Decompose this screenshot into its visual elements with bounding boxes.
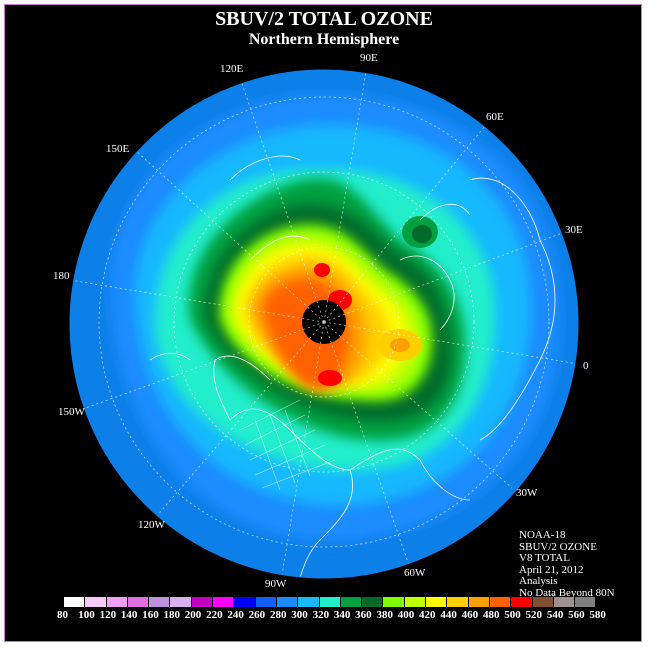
colorbar-swatch <box>532 597 554 607</box>
ozone-blob-east-inner <box>390 338 410 352</box>
lon-label-150w: 150W <box>58 406 86 418</box>
colorbar-tick-label: 500 <box>504 609 521 621</box>
colorbar-tick-label: 140 <box>120 609 138 621</box>
lon-label-0: 0 <box>583 360 589 372</box>
colorbar-tick-label: 520 <box>525 609 543 621</box>
lon-label-150e: 150E <box>106 143 130 155</box>
colorbar-swatch <box>319 597 341 607</box>
colorbar-tick-label: 200 <box>184 609 202 621</box>
colorbar-tick-label: 260 <box>248 609 266 621</box>
colorbar-tick-label: 120 <box>99 609 117 621</box>
info-date: April 21, 2012 <box>519 563 584 576</box>
colorbar-tick-label: 360 <box>355 609 372 621</box>
lon-label-180: 180 <box>53 270 70 282</box>
colorbar-swatch <box>404 597 427 607</box>
colorbar-swatch <box>383 597 405 607</box>
colorbar-tick-label: 220 <box>206 609 223 621</box>
info-type: Analysis <box>519 575 558 587</box>
colorbar-tick-label: 400 <box>397 609 415 621</box>
ozone-blob-60e-inner <box>412 225 432 243</box>
colorbar-swatch <box>489 597 512 607</box>
colorbar-tick-label: 180 <box>163 609 180 621</box>
lon-label-90w: 90W <box>265 578 287 590</box>
graticule <box>70 71 578 576</box>
lon-label-120e: 120E <box>220 63 244 75</box>
info-block: NOAA-18 SBUV/2 OZONE V8 TOTAL April 21, … <box>519 529 615 599</box>
colorbar-tick-label: 580 <box>589 609 606 621</box>
info-version: V8 TOTAL <box>519 552 570 564</box>
colorbar-ticks: 80 100 120 140 160 180 200 220 240 260 280 300 320 34… <box>57 609 611 621</box>
colorbar-tick-label: 300 <box>291 609 308 621</box>
colorbar-swatch <box>468 597 490 607</box>
colorbar-tick-label: 340 <box>333 609 351 621</box>
colorbar-swatch <box>191 597 214 607</box>
colorbar-tick-label: 160 <box>142 609 159 621</box>
lon-label-60e: 60E <box>486 111 504 123</box>
info-product: SBUV/2 OZONE <box>519 540 597 553</box>
lon-label-30e: 30E <box>565 224 583 236</box>
colorbar-tick-label: 560 <box>568 609 585 621</box>
colorbar-swatch <box>170 597 192 607</box>
colorbar-tick-label: 540 <box>546 609 564 621</box>
colorbar-swatch <box>255 597 277 607</box>
colorbar-swatch <box>575 597 597 607</box>
colorbar-swatch <box>362 597 384 607</box>
colorbar-swatch <box>426 597 448 607</box>
colorbar-swatch <box>340 597 363 607</box>
colorbar-swatch <box>127 597 150 607</box>
colorbar-swatch <box>149 597 171 607</box>
colorbar-swatch <box>553 597 576 607</box>
colorbar-swatch <box>511 597 533 607</box>
colorbar <box>64 597 597 607</box>
colorbar-tick-label: 460 <box>461 609 479 621</box>
colorbar-swatch <box>213 597 235 607</box>
coastlines <box>149 155 556 578</box>
colorbar-tick-label: 480 <box>482 609 500 621</box>
colorbar-swatch <box>106 597 128 607</box>
colorbar-swatch <box>276 597 299 607</box>
colorbar-swatch <box>298 597 320 607</box>
map-subtitle: Northern Hemisphere <box>248 31 400 48</box>
colorbar-swatch <box>85 597 107 607</box>
ozone-max-500-b <box>318 370 342 386</box>
lon-label-60w: 60W <box>404 567 426 579</box>
colorbar-tick-label: 80 <box>57 609 68 621</box>
lon-label-90e: 90E <box>360 52 378 64</box>
ozone-max-500-c <box>314 263 330 277</box>
info-satellite: NOAA-18 <box>519 529 566 541</box>
colorbar-tick-label: 420 <box>419 609 436 621</box>
lon-label-120w: 120W <box>138 519 166 531</box>
colorbar-swatch <box>234 597 256 607</box>
colorbar-tick-label: 100 <box>78 609 95 621</box>
colorbar-swatch <box>64 597 86 607</box>
colorbar-swatch <box>447 597 469 607</box>
info-note: No Data Beyond 80N <box>519 586 615 599</box>
map-title: SBUV/2 TOTAL OZONE <box>215 8 433 30</box>
colorbar-tick-label: 320 <box>312 609 330 621</box>
colorbar-tick-label: 280 <box>269 609 287 621</box>
map-disk-outline <box>69 69 579 579</box>
lon-label-30w: 30W <box>516 487 538 499</box>
us-grid <box>239 399 336 491</box>
colorbar-tick-label: 440 <box>440 609 457 621</box>
colorbar-tick-label: 380 <box>376 609 393 621</box>
colorbar-tick-label: 240 <box>227 609 244 621</box>
